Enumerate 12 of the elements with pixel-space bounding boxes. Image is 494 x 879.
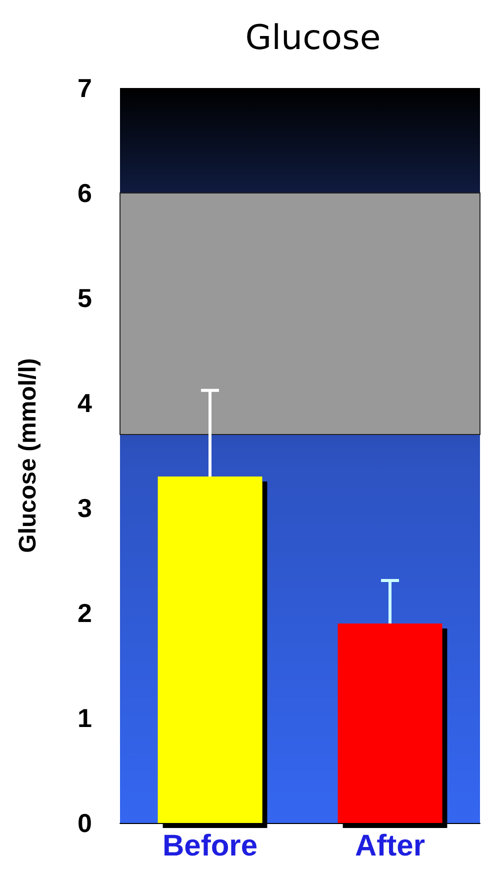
y-tick-label: 0 xyxy=(78,808,92,838)
x-tick-label: After xyxy=(354,830,426,862)
y-tick-label: 3 xyxy=(78,493,92,523)
y-axis-title: Glucose (mmol/l) xyxy=(14,358,42,553)
y-tick-label: 5 xyxy=(78,283,92,313)
y-tick-label: 4 xyxy=(78,388,93,418)
chart-title: Glucose xyxy=(245,18,381,58)
y-tick-label: 1 xyxy=(78,703,92,733)
y-tick-label: 6 xyxy=(78,178,92,208)
x-tick-label: Before xyxy=(162,830,258,862)
y-tick-label: 7 xyxy=(78,73,92,103)
y-tick-label: 2 xyxy=(78,598,92,628)
